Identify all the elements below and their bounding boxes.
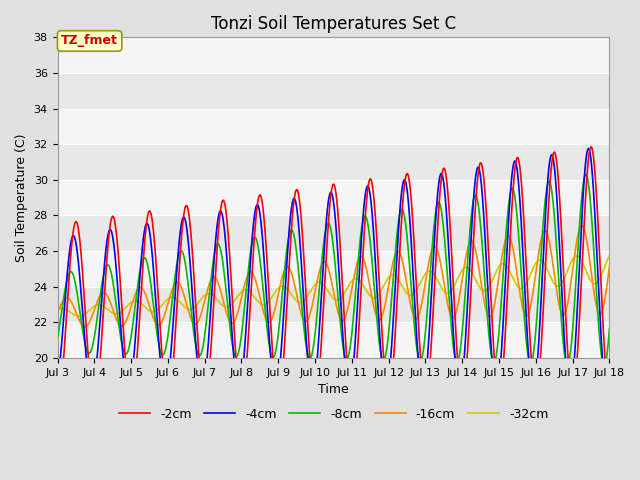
-8cm bbox=[54, 335, 61, 340]
-16cm bbox=[385, 282, 392, 288]
-2cm bbox=[605, 389, 613, 395]
-8cm bbox=[385, 331, 392, 336]
-8cm bbox=[413, 343, 420, 349]
-2cm bbox=[413, 284, 420, 290]
Title: Tonzi Soil Temperatures Set C: Tonzi Soil Temperatures Set C bbox=[211, 15, 456, 33]
Line: -32cm: -32cm bbox=[58, 256, 609, 316]
Y-axis label: Soil Temperature (C): Soil Temperature (C) bbox=[15, 133, 28, 262]
-8cm bbox=[154, 336, 162, 342]
-16cm bbox=[578, 223, 586, 228]
-32cm bbox=[265, 299, 273, 305]
-2cm bbox=[54, 399, 61, 405]
-8cm bbox=[605, 326, 613, 332]
-4cm bbox=[385, 378, 392, 384]
-16cm bbox=[54, 310, 61, 316]
-4cm bbox=[603, 388, 611, 394]
Line: -4cm: -4cm bbox=[58, 149, 609, 391]
-32cm bbox=[508, 272, 515, 277]
Bar bbox=[58, 180, 609, 216]
-4cm bbox=[264, 324, 272, 329]
-2cm bbox=[465, 317, 473, 323]
-8cm bbox=[600, 363, 608, 369]
-8cm bbox=[508, 187, 515, 192]
Line: -16cm: -16cm bbox=[58, 226, 609, 327]
-16cm bbox=[265, 320, 273, 325]
-8cm bbox=[465, 234, 473, 240]
-16cm bbox=[413, 316, 420, 322]
-2cm bbox=[588, 144, 595, 150]
-32cm bbox=[605, 253, 613, 259]
-32cm bbox=[76, 313, 83, 319]
-32cm bbox=[54, 307, 61, 312]
-4cm bbox=[54, 378, 61, 384]
X-axis label: Time: Time bbox=[318, 383, 349, 396]
-2cm bbox=[264, 281, 272, 287]
-8cm bbox=[264, 336, 272, 342]
Line: -2cm: -2cm bbox=[58, 147, 609, 402]
-32cm bbox=[413, 287, 420, 293]
-8cm bbox=[582, 171, 589, 177]
-2cm bbox=[154, 287, 162, 293]
Text: TZ_fmet: TZ_fmet bbox=[61, 35, 118, 48]
-32cm bbox=[466, 266, 474, 272]
-4cm bbox=[413, 330, 420, 336]
Bar bbox=[58, 108, 609, 144]
-4cm bbox=[605, 376, 613, 382]
-2cm bbox=[385, 393, 392, 399]
-16cm bbox=[154, 322, 162, 328]
-4cm bbox=[154, 326, 162, 332]
Bar bbox=[58, 322, 609, 358]
-16cm bbox=[81, 324, 89, 330]
-16cm bbox=[508, 239, 515, 245]
-4cm bbox=[584, 146, 592, 152]
-32cm bbox=[154, 307, 162, 312]
-16cm bbox=[466, 240, 474, 246]
-16cm bbox=[605, 264, 613, 269]
-2cm bbox=[508, 215, 515, 221]
-4cm bbox=[508, 179, 515, 185]
-32cm bbox=[385, 275, 392, 280]
-4cm bbox=[465, 267, 473, 273]
Bar bbox=[58, 251, 609, 287]
Legend: -2cm, -4cm, -8cm, -16cm, -32cm: -2cm, -4cm, -8cm, -16cm, -32cm bbox=[114, 403, 554, 425]
Line: -8cm: -8cm bbox=[58, 174, 609, 366]
Bar bbox=[58, 37, 609, 73]
